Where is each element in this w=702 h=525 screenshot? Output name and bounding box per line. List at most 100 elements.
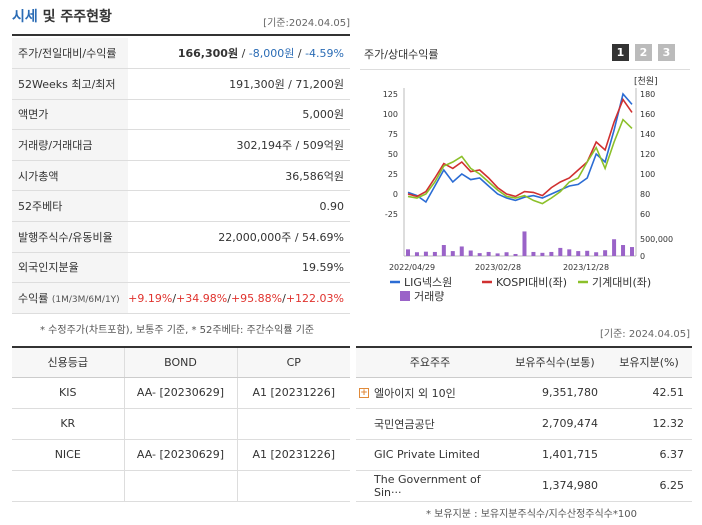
row-label: 주가/전일대비/수익률 (12, 38, 129, 70)
table-row: 수익률 (1M/3M/6M/1Y) +9.19%/+34.98%/+95.88%… (12, 282, 350, 314)
row-value: 302,194주 / 509억원 (128, 129, 350, 161)
cp-cell: A1 [20231226] (237, 439, 350, 471)
stake-cell: 42.51 (606, 377, 692, 409)
chart-header: 주가/상대수익률 1 2 3 (360, 36, 690, 70)
return-1y: +122.03% (285, 291, 344, 305)
right-axis-tick: 60 (640, 210, 650, 219)
shares-cell: 2,709,474 (504, 408, 606, 440)
row-value: 22,000,000주 / 54.69% (128, 221, 350, 253)
volume-bar (414, 252, 419, 256)
volume-axis-tick: 0 (640, 252, 645, 261)
volume-bar (432, 251, 437, 256)
volume-bar (468, 250, 473, 256)
left-axis-tick: 75 (388, 130, 398, 139)
left-axis-tick: 25 (388, 170, 398, 179)
left-axis-tick: -25 (385, 210, 398, 219)
table-row: 액면가 5,000원 (12, 99, 350, 131)
chart-page-2-button[interactable]: 2 (635, 44, 652, 61)
row-label: 수익률 (1M/3M/6M/1Y) (12, 282, 129, 314)
volume-bar (486, 251, 491, 256)
volume-bar (477, 253, 482, 256)
stake-cell: 6.37 (606, 439, 692, 471)
price-change: -8,000원 (248, 47, 295, 61)
volume-bar (522, 231, 527, 256)
table-row: 발행주식수/유동비율 22,000,000주 / 54.69% (12, 221, 350, 253)
shares-cell: 9,351,780 (504, 377, 606, 409)
volume-bar (423, 251, 428, 256)
agency-cell: KR (12, 408, 125, 440)
row-value: 5,000원 (128, 99, 350, 131)
column-header: BOND (124, 347, 238, 378)
volume-bar (513, 253, 518, 256)
cp-cell: A1 [20231226] (237, 377, 350, 409)
row-label: 액면가 (12, 99, 129, 131)
right-axis-tick: 100 (640, 170, 655, 179)
current-price: 166,300원 (177, 47, 239, 61)
column-header: 주요주주 (356, 347, 504, 378)
row-value: 36,586억원 (128, 160, 350, 192)
table-row: NICE AA- [20230629] A1 [20231226] (12, 439, 350, 471)
agency-cell: NICE (12, 439, 125, 471)
table-row: The Government of Sin··· 1,374,980 6.25 (356, 470, 692, 502)
series-line-1 (407, 92, 633, 204)
table-row: 주가/전일대비/수익률 166,300원 / -8,000원 / -4.59% (12, 38, 350, 70)
table-row: 국민연금공단 2,709,474 12.32 (356, 408, 692, 440)
table-row: 시가총액 36,586억원 (12, 160, 350, 192)
cp-cell (237, 470, 350, 502)
volume-bar (621, 245, 626, 256)
stake-cell: 12.32 (606, 408, 692, 440)
table-row: GIC Private Limited 1,401,715 6.37 (356, 439, 692, 471)
volume-bar (495, 253, 500, 256)
price-change-rate: -4.59% (305, 47, 344, 61)
right-axis-tick: 120 (640, 150, 655, 159)
agency-cell (12, 470, 125, 502)
column-header: 보유주식수(보통) (504, 347, 606, 378)
volume-bar (630, 247, 634, 256)
shareholder-name: GIC Private Limited (356, 439, 504, 471)
expand-icon[interactable]: + (359, 387, 369, 398)
table-row (12, 470, 350, 502)
shareholder-name: 국민연금공단 (356, 408, 504, 440)
section-header: 시세 및 주주현황 [기준:2024.04.05] (12, 6, 350, 36)
volume-bar (459, 246, 464, 256)
volume-bar (406, 249, 410, 256)
volume-bar (612, 239, 617, 256)
right-axis-unit: [천원] (634, 76, 658, 87)
legend-label: LIG넥스원 (404, 276, 452, 289)
legend-label: KOSPI대비(좌) (496, 276, 567, 289)
shares-cell: 1,401,715 (504, 439, 606, 471)
shares-cell: 1,374,980 (504, 470, 606, 502)
return-6m: +95.88% (230, 291, 283, 305)
shareholder-name: + 엘아이지 외 10인 (356, 377, 504, 409)
volume-bar (603, 250, 608, 256)
chart-page-3-button[interactable]: 3 (658, 44, 675, 61)
right-axis-tick: 180 (640, 90, 655, 99)
stake-note: * 보유지분 : 보유지분주식수/지수산정주식수*100 (426, 509, 637, 520)
column-header: CP (237, 347, 350, 378)
volume-axis-tick: 500,000 (640, 235, 673, 244)
bond-cell: AA- [20230629] (124, 377, 238, 409)
table-row: 52Weeks 최고/최저 191,300원 / 71,200원 (12, 68, 350, 100)
volume-bar (540, 252, 545, 256)
table-header-row: 신용등급 BOND CP (12, 347, 350, 378)
left-axis-tick: 0 (393, 190, 398, 199)
volume-bar (558, 247, 563, 256)
cp-cell (237, 408, 350, 440)
price-chart: [천원] 125 100 75 50 25 0 -25 180 160 140 120 100 80 60 5… (383, 76, 673, 303)
row-label: 52주베타 (12, 190, 129, 223)
row-value: +9.19%/+34.98%/+95.88%/+122.03% (128, 282, 350, 314)
return-3m: +34.98% (176, 291, 228, 305)
left-axis-tick: 50 (388, 150, 398, 159)
row-label: 52Weeks 최고/최저 (12, 68, 129, 100)
chart-page-1-button[interactable]: 1 (612, 44, 629, 61)
volume-bar (594, 252, 599, 256)
volume-bar (549, 251, 554, 256)
series-line-3 (407, 118, 633, 205)
row-label: 시가총액 (12, 160, 129, 192)
x-axis-tick: 2022/04/29 (389, 263, 435, 272)
right-axis-tick: 80 (640, 190, 650, 199)
row-label: 거래량/거래대금 (12, 129, 129, 161)
row-value: 19.59% (128, 252, 350, 284)
row-label: 외국인지분율 (12, 252, 129, 284)
x-axis-tick: 2023/02/28 (475, 263, 521, 272)
